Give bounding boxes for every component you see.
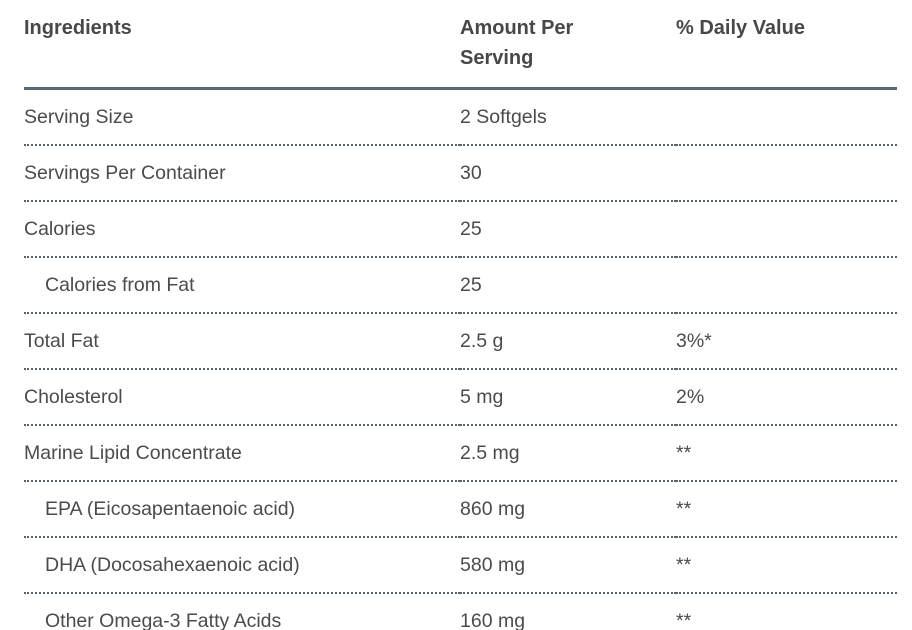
daily-value-cell	[676, 145, 897, 201]
ingredient-cell: EPA (Eicosapentaenoic acid)	[45, 498, 296, 520]
column-header-amount-per-serving-label: Amount Per Serving	[460, 17, 574, 69]
ingredient-cell: Calories from Fat	[45, 274, 195, 296]
ingredient-cell: Calories	[24, 218, 96, 240]
daily-value-cell: **	[676, 442, 692, 464]
daily-value-cell	[676, 257, 897, 313]
ingredient-cell: Other Omega-3 Fatty Acids	[45, 610, 282, 630]
table-row: EPA (Eicosapentaenoic acid) 860 mg **	[24, 481, 897, 537]
daily-value-cell: **	[676, 610, 692, 630]
table-row: Serving Size 2 Softgels	[24, 89, 897, 146]
ingredient-cell: Servings Per Container	[24, 162, 226, 184]
ingredient-cell: Total Fat	[24, 330, 99, 352]
table-row: Total Fat 2.5 g 3%*	[24, 313, 897, 369]
amount-cell: 2.5 g	[460, 330, 504, 352]
table-row: Other Omega-3 Fatty Acids 160 mg **	[24, 593, 897, 630]
table-row: Marine Lipid Concentrate 2.5 mg **	[24, 425, 897, 481]
ingredient-cell: Marine Lipid Concentrate	[24, 442, 242, 464]
column-header-ingredients: Ingredients	[24, 0, 460, 90]
column-header-amount-per-serving: Amount Per Serving	[460, 0, 676, 90]
column-header-daily-value: % Daily Value	[676, 0, 897, 90]
amount-cell: 25	[460, 218, 482, 240]
amount-cell: 30	[460, 162, 482, 184]
amount-cell: 25	[460, 274, 482, 296]
ingredient-cell: DHA (Docosahexaenoic acid)	[45, 554, 300, 576]
table-header: Ingredients Amount Per Serving % Daily V…	[24, 0, 897, 90]
ingredient-cell: Serving Size	[24, 106, 134, 128]
daily-value-cell: 2%	[676, 386, 705, 408]
amount-cell: 580 mg	[460, 554, 526, 576]
table-row: Calories from Fat 25	[24, 257, 897, 313]
ingredient-cell: Cholesterol	[24, 386, 123, 408]
amount-cell: 860 mg	[460, 498, 526, 520]
daily-value-cell: **	[676, 554, 692, 576]
table-body: Serving Size 2 Softgels Servings Per Con…	[24, 89, 897, 630]
table-row: Servings Per Container 30	[24, 145, 897, 201]
daily-value-cell	[676, 89, 897, 146]
daily-value-cell	[676, 201, 897, 257]
table-row: Cholesterol 5 mg 2%	[24, 369, 897, 425]
daily-value-cell: 3%*	[676, 330, 712, 352]
supplement-facts-table: Ingredients Amount Per Serving % Daily V…	[24, 0, 897, 630]
table-row: Calories 25	[24, 201, 897, 257]
amount-cell: 160 mg	[460, 610, 526, 630]
header-row: Ingredients Amount Per Serving % Daily V…	[24, 0, 897, 90]
amount-cell: 2 Softgels	[460, 106, 547, 128]
amount-cell: 5 mg	[460, 386, 504, 408]
amount-cell: 2.5 mg	[460, 442, 520, 464]
table-row: DHA (Docosahexaenoic acid) 580 mg **	[24, 537, 897, 593]
daily-value-cell: **	[676, 498, 692, 520]
